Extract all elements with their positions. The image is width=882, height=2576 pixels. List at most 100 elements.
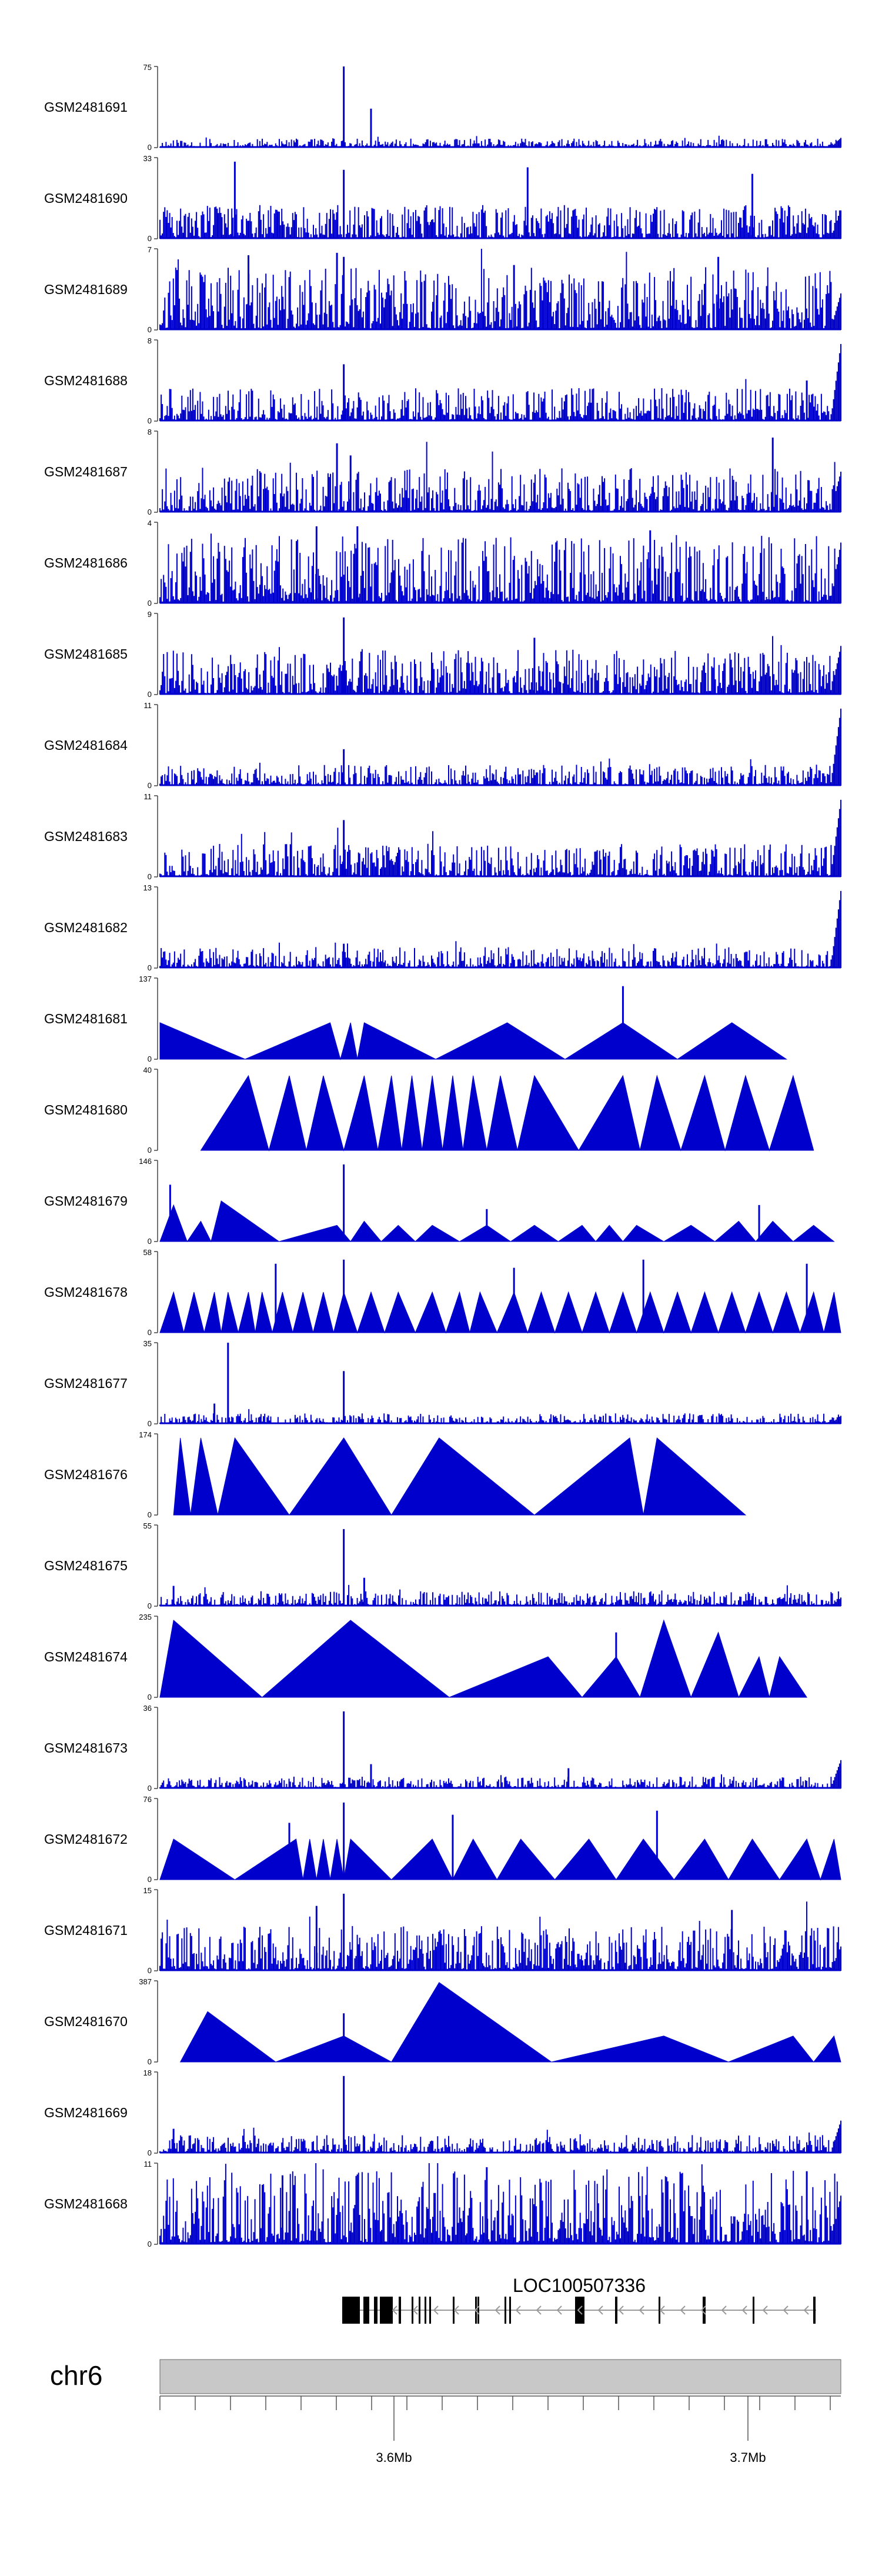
signal [159, 890, 841, 969]
signal-bars [159, 2120, 841, 2153]
exon [753, 2297, 754, 2324]
y-zero-label: 0 [148, 690, 152, 699]
exon [412, 2297, 413, 2324]
track-GSM2481670: GSM2481670 387 0 [44, 1977, 841, 2066]
signal [159, 2076, 841, 2154]
track-label: GSM2481669 [44, 2105, 128, 2120]
signal-bars [159, 442, 841, 512]
y-zero-label: 0 [148, 1784, 152, 1793]
signal-bars [159, 135, 841, 148]
signal [159, 66, 841, 148]
exon [475, 2297, 477, 2324]
y-zero-label: 0 [148, 234, 152, 243]
track-GSM2481678: GSM2481678 58 0 [44, 1248, 841, 1337]
signal [159, 1893, 841, 1971]
track-label: GSM2481672 [44, 1831, 128, 1847]
genome-axis: 3.6Mb 3.7Mb [159, 2395, 841, 2465]
track-GSM2481690: GSM2481690 33 0 [44, 154, 841, 243]
y-zero-label: 0 [148, 1237, 152, 1246]
exon [813, 2297, 816, 2324]
y-zero-label: 0 [148, 2148, 152, 2157]
track-GSM2481673: GSM2481673 36 0 [44, 1704, 841, 1793]
signal [159, 1259, 841, 1334]
signal-bars [159, 636, 841, 695]
strand-arrow [700, 2305, 706, 2315]
axis-tick-label: 3.6Mb [376, 2450, 412, 2465]
track-GSM2481675: GSM2481675 55 0 [44, 1521, 841, 1610]
y-zero-label: 0 [148, 2057, 152, 2066]
track-GSM2481679: GSM2481679 146 0 [44, 1157, 835, 1246]
y-max-label: 15 [143, 1886, 152, 1895]
track-GSM2481669: GSM2481669 18 0 [44, 2068, 841, 2157]
y-max-label: 387 [139, 1977, 152, 1986]
track-label: GSM2481684 [44, 738, 128, 753]
strand-arrow [741, 2305, 747, 2315]
y-max-label: 11 [144, 792, 152, 801]
exon [380, 2297, 393, 2324]
gene-label: LOC100507336 [513, 2275, 646, 2296]
signal [159, 1529, 841, 1607]
y-max-label: 76 [143, 1795, 152, 1804]
track-label: GSM2481670 [44, 2014, 128, 2029]
strand-arrow [536, 2305, 542, 2315]
signal [159, 1619, 808, 1699]
track-GSM2481691: GSM2481691 75 0 [44, 63, 841, 152]
exon [374, 2297, 377, 2324]
signal [159, 161, 841, 239]
signal [159, 617, 841, 695]
y-max-label: 18 [143, 2068, 152, 2077]
y-max-label: 9 [148, 610, 152, 619]
strand-arrow [618, 2305, 624, 2315]
y-zero-label: 0 [148, 1875, 152, 1884]
exon [425, 2297, 426, 2324]
signal [159, 2163, 841, 2245]
chromosome-band [159, 2359, 841, 2394]
track-label: GSM2481682 [44, 920, 128, 935]
track-GSM2481677: GSM2481677 35 0 [44, 1339, 841, 1428]
signal [159, 526, 841, 604]
track-label: GSM2481679 [44, 1193, 128, 1209]
y-max-label: 235 [139, 1613, 152, 1621]
y-zero-label: 0 [148, 1693, 152, 1701]
exon [703, 2297, 706, 2324]
track-GSM2481689: GSM2481689 7 0 [44, 245, 841, 334]
signal [200, 1075, 814, 1152]
y-zero-label: 0 [148, 1419, 152, 1428]
y-zero-label: 0 [148, 872, 152, 881]
track-label: GSM2481671 [44, 1923, 128, 1938]
signal-bars [159, 708, 841, 786]
y-zero-label: 0 [148, 2240, 152, 2248]
track-label: GSM2481677 [44, 1376, 128, 1391]
track-label: GSM2481673 [44, 1740, 128, 1756]
gene-model [342, 2297, 816, 2324]
signal [159, 1802, 841, 1881]
chromosome-track: chr6 3.6Mb 3.7Mb [50, 2359, 841, 2465]
strand-arrow [680, 2305, 686, 2315]
strand-arrow [412, 2305, 418, 2315]
signal [159, 708, 841, 786]
exon [419, 2297, 420, 2324]
y-zero-label: 0 [148, 781, 152, 790]
y-max-label: 36 [143, 1704, 152, 1713]
signal-bars [159, 205, 841, 239]
signal [159, 986, 788, 1060]
exon [477, 2297, 479, 2324]
axis-tick-label: 3.7Mb [730, 2450, 766, 2465]
y-max-label: 33 [143, 154, 152, 163]
exon [659, 2297, 660, 2324]
strand-arrow [639, 2305, 644, 2315]
y-max-label: 40 [143, 1066, 152, 1075]
track-GSM2481674: GSM2481674 235 0 [44, 1613, 808, 1701]
track-label: GSM2481678 [44, 1284, 128, 1300]
strand-arrow [597, 2305, 603, 2315]
track-GSM2481682: GSM2481682 13 0 [44, 883, 841, 972]
y-zero-label: 0 [148, 963, 152, 972]
signal-bars [159, 2163, 841, 2244]
signal-area [173, 1437, 747, 1516]
signal-area [200, 1075, 814, 1152]
signal-area [159, 1291, 841, 1334]
y-zero-label: 0 [148, 1601, 152, 1610]
y-max-label: 58 [143, 1248, 152, 1257]
track-GSM2481668: GSM2481668 11 0 [44, 2160, 841, 2248]
